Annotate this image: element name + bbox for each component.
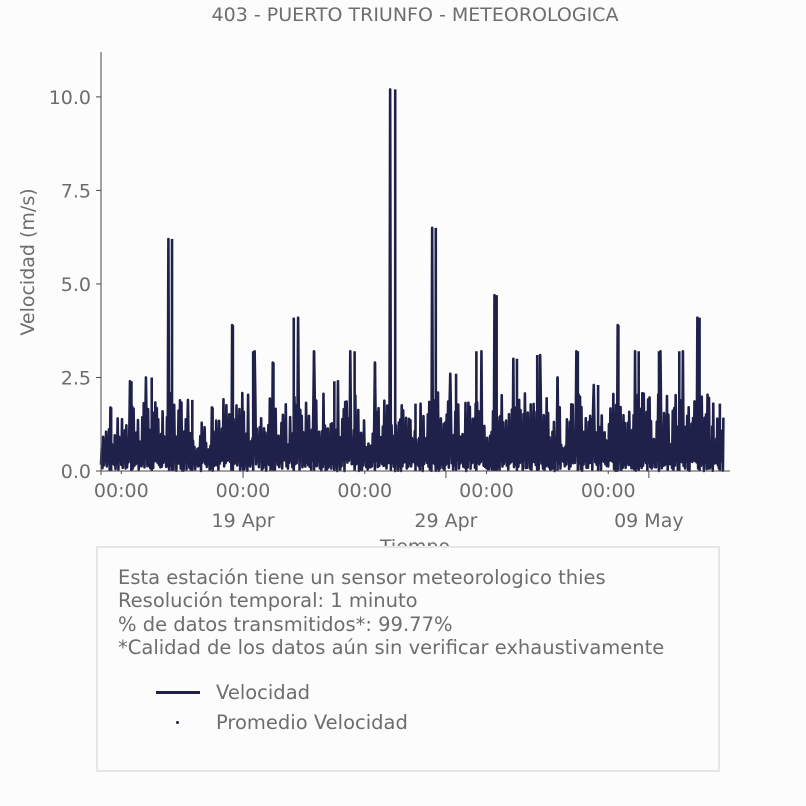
legend-item-promedio: Promedio Velocidad: [156, 710, 408, 734]
legend-label-promedio: Promedio Velocidad: [216, 710, 408, 734]
axes: 0.0 2.5 5.0 7.5 10.0 00:00 00:00 00:00 00:00 00:0…: [49, 52, 730, 532]
legend-dot-swatch: [156, 720, 200, 724]
info-line-quality: *Calidad de los datos aún sin verificar …: [118, 635, 665, 659]
info-line-resolution: Resolución temporal: 1 minuto: [118, 589, 418, 613]
x-minor-tick-label-4: 00:00: [581, 480, 636, 502]
series-line-velocidad: [99, 88, 725, 473]
legend-item-velocidad: Velocidad: [156, 680, 310, 704]
x-major-tick-label-1: 29 Apr: [414, 510, 477, 532]
x-minor-tick-label-3: 00:00: [459, 480, 514, 502]
y-tick-label-3: 7.5: [61, 180, 91, 202]
chart-title: 403 - PUERTO TRIUNFO - METEOROLOGICA: [212, 4, 619, 26]
y-axis-label: Velocidad (m/s): [17, 188, 39, 335]
legend-line-swatch: [156, 690, 200, 694]
y-tick-label-2: 5.0: [61, 274, 91, 296]
y-tick-label-4: 10.0: [49, 87, 91, 109]
x-major-tick-label-0: 19 Apr: [211, 510, 274, 532]
legend-label-velocidad: Velocidad: [216, 680, 311, 704]
x-major-tick-label-2: 09 May: [614, 510, 684, 532]
x-minor-tick-label-1: 00:00: [216, 480, 271, 502]
x-minor-tick-label-0: 00:00: [94, 480, 149, 502]
info-line-sensor: Esta estación tiene un sensor meteorolog…: [118, 566, 606, 589]
y-tick-label-1: 2.5: [61, 367, 91, 389]
series-velocidad: [99, 88, 725, 473]
x-minor-tick-label-2: 00:00: [337, 480, 392, 502]
y-tick-label-0: 0.0: [61, 461, 91, 483]
info-text: Esta estación tiene un sensor meteorolog…: [118, 566, 664, 659]
info-line-transmitted: % de datos transmitidos*: 99.77%: [118, 612, 453, 636]
info-legend-box: Esta estación tiene un sensor meteorolog…: [96, 546, 720, 772]
